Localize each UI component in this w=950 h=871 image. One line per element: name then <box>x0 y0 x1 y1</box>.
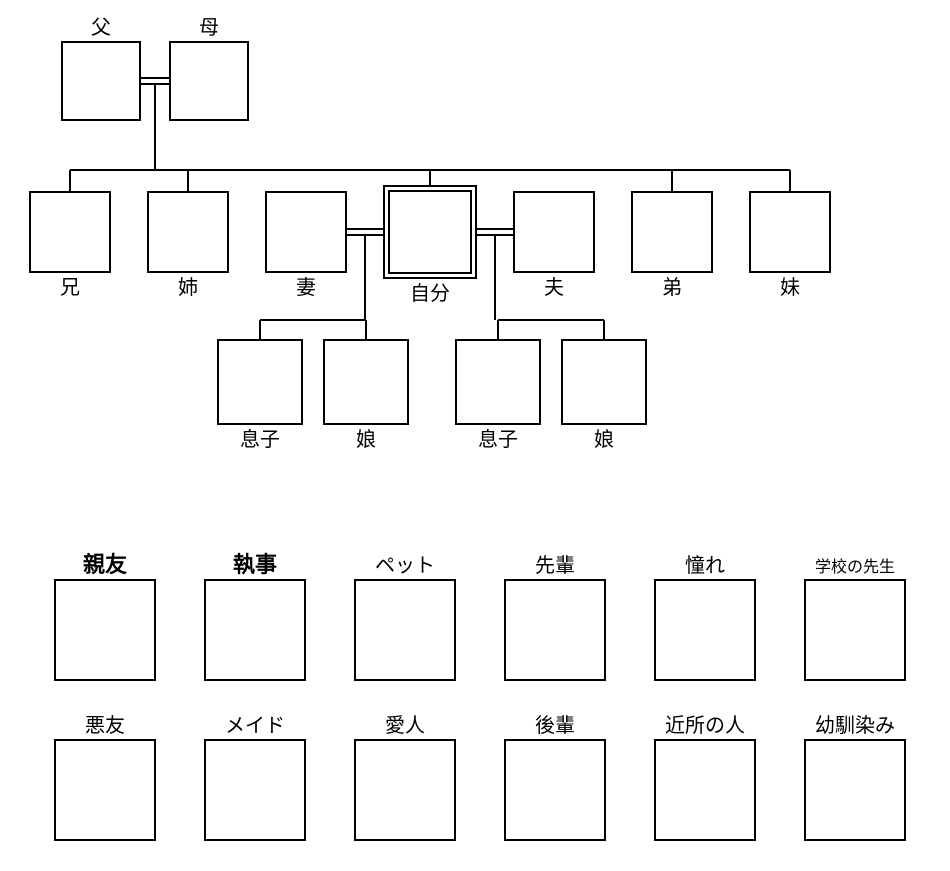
wife-box: 妻 <box>266 192 346 299</box>
mother-box-label: 母 <box>199 17 219 39</box>
older-brother-box: 兄 <box>30 192 110 299</box>
extra-row1-box-0: 親友 <box>55 552 155 680</box>
extra-row2-box-1-label: メイド <box>225 715 285 737</box>
extra-row1-box-2: ペット <box>355 555 455 680</box>
extra-row1-box-0-label: 親友 <box>83 552 127 577</box>
younger-brother-box-label: 弟 <box>662 276 682 299</box>
mother-box: 母 <box>170 17 248 120</box>
son-left-box-label: 息子 <box>240 428 280 451</box>
older-sister-box-label: 姉 <box>178 276 198 299</box>
extra-row1-box-4: 憧れ <box>655 554 755 680</box>
daughter-left-box: 娘 <box>324 340 408 451</box>
extra-row1-box-5: 学校の先生 <box>805 558 905 680</box>
extra-row2-box-3-label: 後輩 <box>535 714 575 737</box>
younger-brother-box: 弟 <box>632 192 712 299</box>
father-box: 父 <box>62 17 140 120</box>
extra-row1-box-3: 先輩 <box>505 554 605 680</box>
relationship-diagram: 父 母兄 姉 妻 自分 夫 弟 妹息子 娘 息子 娘親友 執事 ペット 先輩 憧れ 学校の先生悪友 メイド 愛人 後… <box>0 0 950 871</box>
extra-row2-box-3: 後輩 <box>505 714 605 840</box>
extra-row1-box-1: 執事 <box>205 552 305 680</box>
daughter-right-box-label: 娘 <box>594 428 614 451</box>
extra-row1-box-1-label: 執事 <box>233 552 277 577</box>
son-left-box: 息子 <box>218 340 302 451</box>
extra-row1-box-3-label: 先輩 <box>535 554 575 577</box>
older-brother-box-label: 兄 <box>60 277 80 299</box>
husband-box: 夫 <box>514 192 594 299</box>
extra-row2-box-5: 幼馴染み <box>805 714 905 840</box>
extra-row2-box-1: メイド <box>205 715 305 840</box>
self-box-label: 自分 <box>410 282 450 305</box>
father-box-label: 父 <box>91 17 111 39</box>
older-sister-box: 姉 <box>148 192 228 299</box>
extra-row1-box-5-label: 学校の先生 <box>815 558 895 576</box>
wife-box-label: 妻 <box>296 276 316 299</box>
extra-row1-box-2-label: ペット <box>375 555 435 577</box>
self-box: 自分 <box>384 186 476 305</box>
son-right-box: 息子 <box>456 340 540 451</box>
extra-row2-box-4-label: 近所の人 <box>665 714 745 737</box>
younger-sister-box-label: 妹 <box>780 276 800 299</box>
extra-row2-box-0-label: 悪友 <box>85 714 125 737</box>
extra-row2-box-2-label: 愛人 <box>385 714 425 737</box>
extra-row2-box-0: 悪友 <box>55 714 155 840</box>
extra-row2-box-4: 近所の人 <box>655 714 755 840</box>
daughter-right-box: 娘 <box>562 340 646 451</box>
extra-row2-box-2: 愛人 <box>355 714 455 840</box>
extra-row1-box-4-label: 憧れ <box>685 554 725 577</box>
extra-row2-box-5-label: 幼馴染み <box>815 714 895 737</box>
daughter-left-box-label: 娘 <box>356 428 376 451</box>
husband-box-label: 夫 <box>544 276 564 299</box>
son-right-box-label: 息子 <box>478 428 518 451</box>
younger-sister-box: 妹 <box>750 192 830 299</box>
